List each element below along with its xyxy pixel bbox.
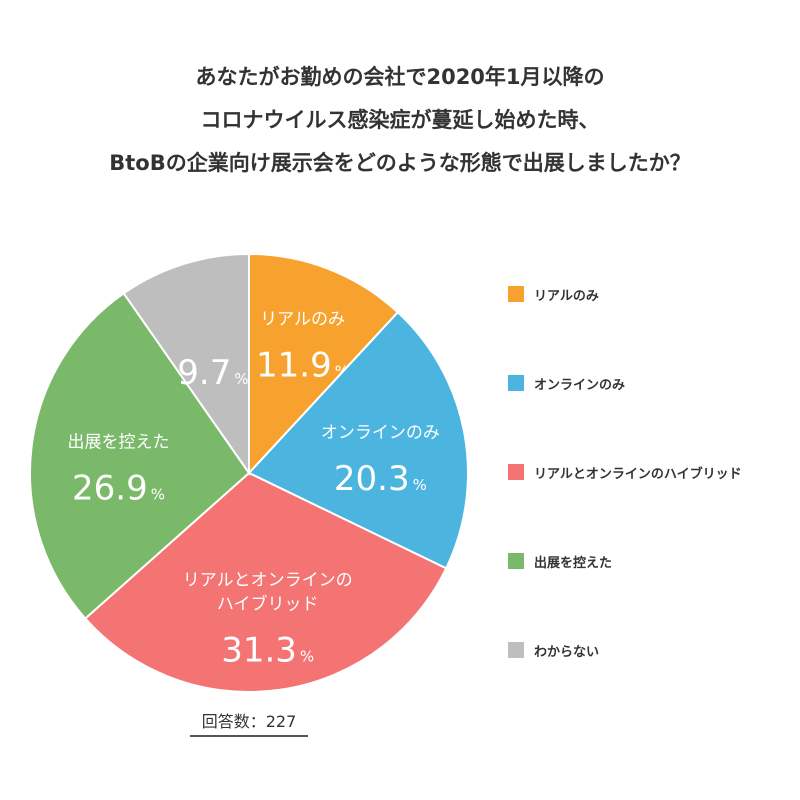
slice-label-text: リアルとオンラインの <box>183 570 353 590</box>
title-line-3: BtoBの企業向け展示会をどのような形態で出展しましたか？ <box>109 151 691 175</box>
legend-swatch <box>508 642 524 658</box>
slice-label-group-online-only: オンラインのみ 20.3% <box>321 423 440 499</box>
legend-item-real-only: リアルのみ <box>508 284 599 304</box>
legend-item-unknown: わからない <box>508 640 599 660</box>
slice-unit: % <box>234 370 248 388</box>
slice-value-label: 31.3% <box>221 630 314 670</box>
slice-label-group-hybrid: リアルとオンラインのハイブリッド 31.3% <box>183 570 353 670</box>
title-line-2: コロナウイルス感染症が蔓延し始めた時、 <box>200 108 600 132</box>
pie-slice-online-only <box>247 310 469 570</box>
legend-item-hybrid: リアルとオンラインのハイブリッド <box>508 462 742 482</box>
pie-slice-refrained <box>29 291 251 620</box>
slice-value: 9.7 <box>177 353 231 393</box>
slice-value: 11.9 <box>256 346 332 386</box>
slice-value: 31.3 <box>221 630 297 670</box>
slice-value: 26.9 <box>72 469 148 509</box>
slice-value-label: 20.3% <box>334 459 427 499</box>
slice-unit: % <box>300 647 314 665</box>
pie-slice-hybrid <box>83 471 448 693</box>
respondent-count: 回答数：227 <box>190 708 308 737</box>
slice-unit: % <box>413 476 427 494</box>
slice-label-text: 出展を控えた <box>68 433 170 453</box>
slice-label-text: オンラインのみ <box>321 423 440 443</box>
legend-label: オンラインのみ <box>534 377 626 393</box>
slice-label-group-unknown: 9.7% <box>177 353 248 393</box>
slice-value: 20.3 <box>334 459 410 499</box>
legend-label: 出展を控えた <box>534 555 613 571</box>
slice-label-text: リアルのみ <box>260 310 345 330</box>
legend-swatch <box>508 286 524 302</box>
slice-label-text: ハイブリッド <box>217 593 319 614</box>
legend-swatch <box>508 464 524 480</box>
legend-label: わからない <box>534 644 600 660</box>
slice-unit: % <box>151 486 165 504</box>
slice-label-group-refrained: 出展を控えた 26.9% <box>68 433 170 509</box>
legend-item-refrained: 出展を控えた <box>508 551 612 571</box>
title-line-1: あなたがお勤めの会社で2020年1月以降の <box>195 65 605 89</box>
pie-slice-unknown <box>122 252 250 477</box>
legend-label: リアルのみ <box>534 288 599 304</box>
slice-value-label: 26.9% <box>72 469 165 509</box>
legend-item-online-only: オンラインのみ <box>508 373 625 393</box>
slice-value-label: 9.7% <box>177 353 248 393</box>
legend-label: リアルとオンラインのハイブリッド <box>534 466 742 482</box>
legend-swatch <box>508 375 524 391</box>
legend-swatch <box>508 553 524 569</box>
pie-slice-real-only <box>248 252 400 476</box>
chart-title: あなたがお勤めの会社で2020年1月以降の コロナウイルス感染症が蔓延し始めた時… <box>0 56 800 185</box>
